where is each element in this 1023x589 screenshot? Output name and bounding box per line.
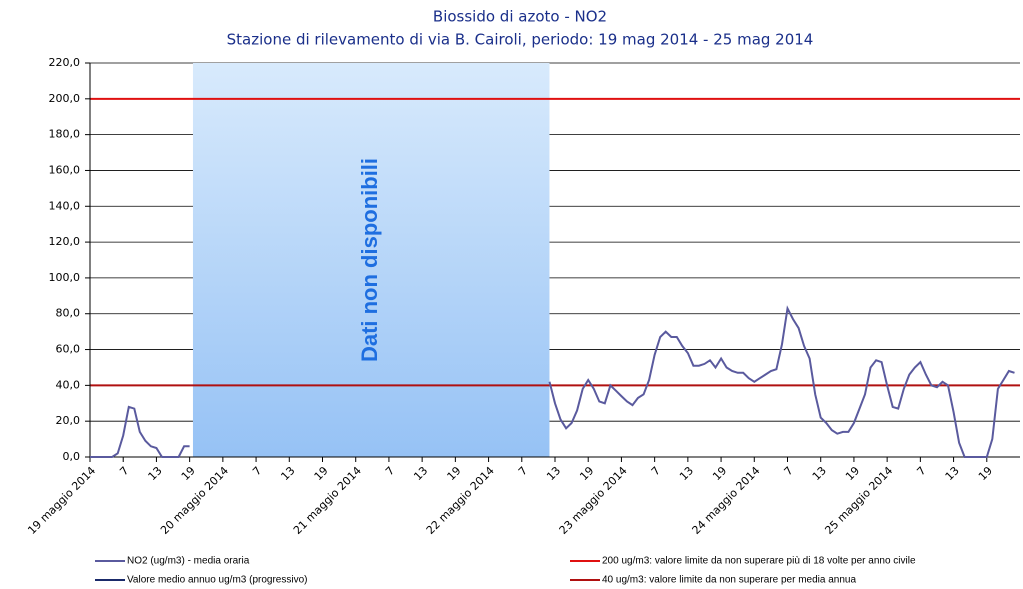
y-tick-label: 140,0	[49, 199, 81, 212]
y-tick-label: 120,0	[49, 235, 81, 248]
x-tick-label: 7	[914, 464, 928, 478]
legend-label: 40 ug/m3: valore limite da non superare …	[602, 575, 856, 586]
x-tick-label: 19	[710, 464, 729, 483]
x-tick-label: 19	[843, 464, 862, 483]
x-tick-label: 13	[943, 464, 962, 483]
x-tick-label: 7	[250, 464, 264, 478]
x-tick-label: 13	[146, 464, 165, 483]
x-tick-label: 19	[179, 464, 198, 483]
legend-label: Valore medio annuo ug/m3 (progressivo)	[127, 575, 307, 586]
x-tick-label: 19	[577, 464, 596, 483]
y-tick-label: 100,0	[49, 271, 81, 284]
x-tick-label: 7	[383, 464, 397, 478]
y-tick-label: 40,0	[56, 378, 81, 391]
x-tick-label: 7	[782, 464, 796, 478]
y-tick-label: 0,0	[63, 450, 81, 463]
y-tick-label: 20,0	[56, 414, 81, 427]
y-tick-label: 80,0	[56, 307, 81, 320]
x-tick-label: 13	[411, 464, 430, 483]
x-tick-label: 13	[278, 464, 297, 483]
x-tick-label: 19 maggio 2014	[25, 464, 98, 537]
legend-label: NO2 (ug/m3) - media oraria	[127, 556, 250, 567]
x-tick-label: 19	[445, 464, 464, 483]
data-line	[90, 305, 1015, 458]
x-tick-label: 7	[649, 464, 663, 478]
legend-label: 200 ug/m3: valore limite da non superare…	[602, 556, 916, 567]
unavailable-box	[192, 63, 550, 457]
y-tick-label: 60,0	[56, 343, 81, 356]
x-tick-label: 7	[117, 464, 131, 478]
annotation-text: Dati non disponibili	[357, 158, 382, 362]
x-tick-label: 13	[544, 464, 563, 483]
chart-title: Biossido di azoto - NO2	[433, 8, 607, 26]
x-tick-label: 13	[677, 464, 696, 483]
x-tick-label: 19	[976, 464, 995, 483]
y-tick-label: 220,0	[49, 56, 81, 69]
y-tick-label: 160,0	[49, 163, 81, 176]
chart-subtitle: Stazione di rilevamento di via B. Cairol…	[227, 31, 814, 49]
x-tick-label: 7	[516, 464, 530, 478]
y-tick-label: 200,0	[49, 92, 81, 105]
x-tick-label: 19	[312, 464, 331, 483]
y-tick-label: 180,0	[49, 128, 81, 141]
x-tick-label: 13	[810, 464, 829, 483]
